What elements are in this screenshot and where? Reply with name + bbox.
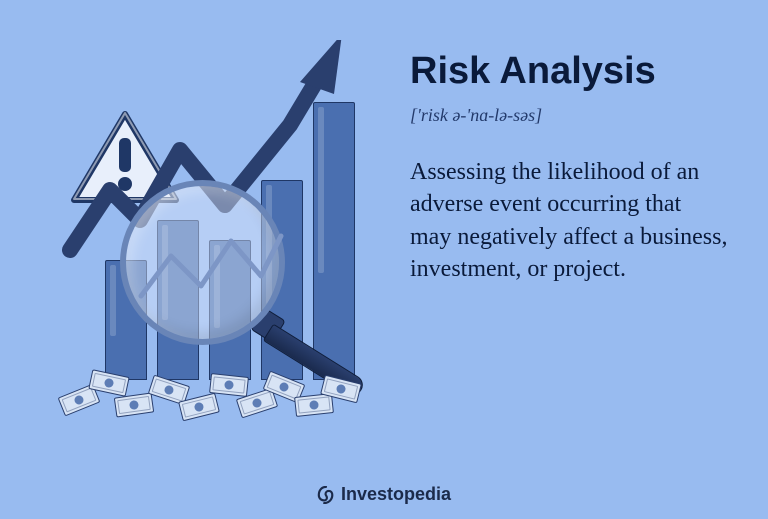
brand-name: Investopedia [341, 484, 451, 505]
magnifying-glass-icon [120, 180, 285, 345]
term-title: Risk Analysis [410, 50, 728, 93]
definition-text: Assessing the likelihood of an adverse e… [410, 156, 728, 286]
risk-illustration [0, 30, 400, 460]
investopedia-logo-icon [317, 486, 335, 504]
pronunciation-text: ['risk ə-'nɑ-lə-səs] [410, 105, 728, 126]
dollar-bill [209, 373, 249, 397]
scattered-money [60, 365, 370, 420]
brand-footer: Investopedia [0, 484, 768, 505]
dollar-bill [114, 392, 154, 417]
text-column: Risk Analysis ['risk ə-'nɑ-lə-səs] Asses… [400, 0, 768, 519]
dollar-bill [294, 393, 334, 417]
definition-card: Risk Analysis ['risk ə-'nɑ-lə-səs] Asses… [0, 0, 768, 519]
